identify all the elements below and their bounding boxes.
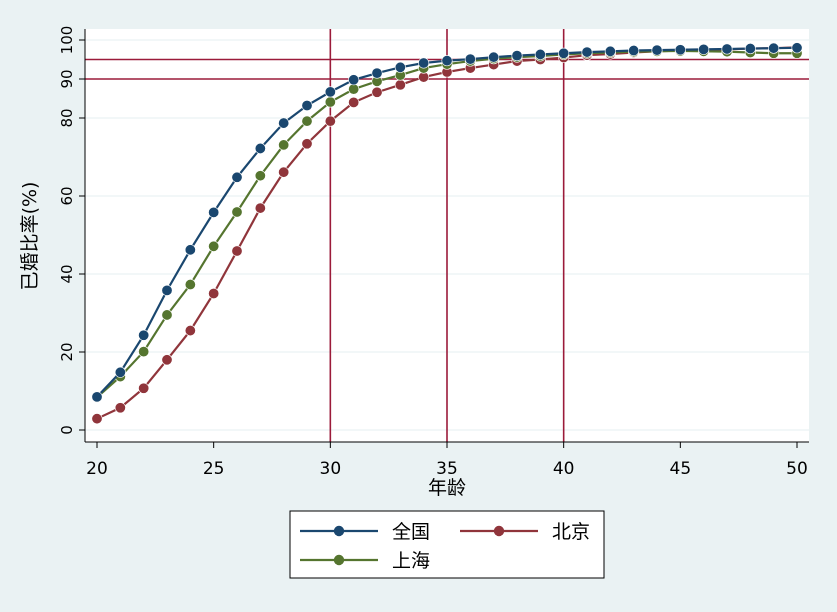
data-point (348, 96, 360, 108)
data-point (348, 83, 360, 95)
data-point (744, 43, 756, 55)
legend-entry-0: 全国 (300, 521, 430, 543)
data-point (464, 53, 476, 65)
data-point (604, 45, 616, 57)
y-axis-label: 已婚比率(%) (19, 182, 41, 291)
legend-label: 上海 (392, 550, 430, 572)
x-tick-label: 35 (436, 459, 458, 479)
data-point (114, 366, 126, 378)
data-point (254, 170, 266, 182)
x-tick-label: 40 (553, 459, 575, 479)
y-tick-label: 80 (58, 108, 76, 127)
data-point (441, 55, 453, 67)
y-tick-label: 20 (58, 342, 76, 361)
data-point (418, 57, 430, 69)
y-tick-label: 0 (58, 425, 76, 435)
legend-marker (333, 525, 345, 537)
data-point (138, 382, 150, 394)
data-point (114, 402, 126, 414)
data-point (208, 287, 220, 299)
data-point (161, 309, 173, 321)
data-point (394, 79, 406, 91)
data-point (278, 117, 290, 129)
data-point (208, 206, 220, 218)
data-point (138, 329, 150, 341)
x-tick-label: 25 (203, 459, 225, 479)
data-point (511, 50, 523, 62)
data-point (324, 115, 336, 127)
data-point (231, 245, 243, 257)
data-point (184, 325, 196, 337)
series (91, 41, 803, 425)
data-point (371, 86, 383, 98)
data-point (371, 67, 383, 79)
legend-entry-1: 北京 (460, 521, 590, 543)
data-point (138, 346, 150, 358)
x-tick-label: 45 (670, 459, 692, 479)
data-point (674, 44, 686, 56)
data-point (394, 61, 406, 73)
y-tick-label: 60 (58, 186, 76, 205)
data-point (721, 43, 733, 55)
data-point (278, 166, 290, 178)
x-tick-label: 50 (786, 459, 808, 479)
data-point (254, 142, 266, 154)
legend-entry-2: 上海 (300, 550, 430, 572)
data-point (348, 74, 360, 86)
data-point (184, 279, 196, 291)
legend-marker (493, 525, 505, 537)
data-point (91, 413, 103, 425)
data-point (231, 171, 243, 183)
x-tick-label: 30 (320, 459, 342, 479)
x-axis-label: 年龄 (428, 477, 466, 499)
data-point (581, 46, 593, 58)
data-point (161, 284, 173, 296)
data-point (208, 240, 220, 252)
data-point (91, 391, 103, 403)
data-point (301, 100, 313, 112)
data-point (184, 244, 196, 256)
data-point (231, 206, 243, 218)
legend-marker (333, 554, 345, 566)
data-point (651, 44, 663, 56)
legend-label: 全国 (392, 521, 430, 543)
data-point (698, 43, 710, 55)
data-point (301, 138, 313, 150)
data-point (488, 51, 500, 63)
x-ticks: 20 25 30 35 40 45 50 (86, 442, 808, 479)
legend-label: 北京 (552, 521, 590, 543)
data-point (628, 45, 640, 57)
data-point (161, 354, 173, 366)
data-point (278, 139, 290, 151)
data-point (324, 86, 336, 98)
x-tick-label: 20 (86, 459, 108, 479)
y-tick-label: 90 (58, 69, 76, 88)
data-point (534, 48, 546, 60)
data-point (791, 42, 803, 54)
y-tick-label: 40 (58, 264, 76, 283)
data-point (301, 115, 313, 127)
data-point (558, 47, 570, 59)
data-point (324, 96, 336, 108)
series-0 (91, 42, 803, 403)
data-point (254, 202, 266, 214)
y-ticks: 0 20 40 60 80 90 100 (58, 26, 85, 435)
y-tick-label: 100 (58, 26, 76, 55)
data-point (768, 42, 780, 54)
legend-box (289, 510, 605, 579)
